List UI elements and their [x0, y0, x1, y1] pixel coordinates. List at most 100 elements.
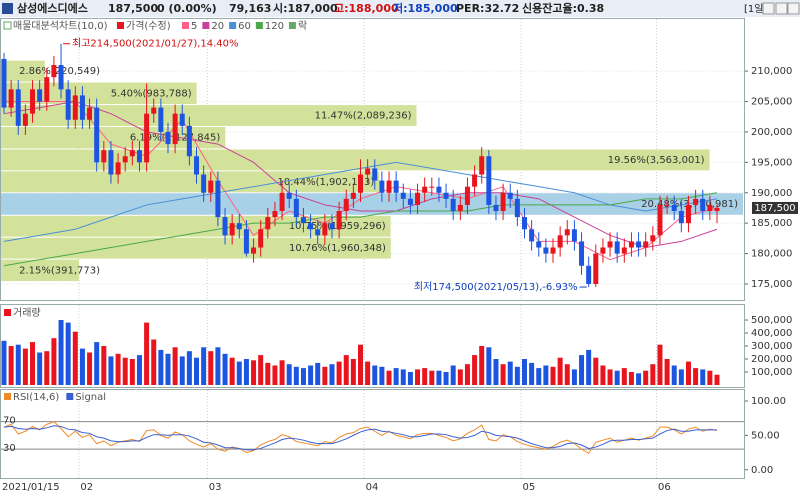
candle-body: [79, 95, 85, 120]
volume-bar: [8, 346, 14, 385]
legend-swatch: [288, 22, 296, 29]
period-label[interactable]: [1일]: [744, 3, 767, 15]
volume-bar: [643, 370, 649, 385]
candle-body: [236, 223, 242, 230]
y-tick-label: 500,000: [751, 315, 792, 326]
candle-body: [600, 247, 606, 254]
volume-bar: [593, 357, 599, 385]
candle-body: [379, 180, 385, 193]
annotation-text: 최고214,500(2021/01/27),14.40%: [72, 38, 239, 50]
candle-body: [136, 150, 142, 163]
volume-profile-bar: [1, 259, 79, 282]
candle-body: [571, 229, 577, 242]
volume-bar: [151, 339, 157, 385]
volume-bar: [543, 365, 549, 385]
legend-checkbox[interactable]: [3, 21, 12, 30]
volume-bar: [322, 366, 328, 385]
stock-volume: 79,163: [229, 2, 271, 15]
volume-bar: [579, 355, 585, 385]
candle-body: [108, 150, 114, 175]
candle-body: [621, 247, 627, 254]
volume-bar: [87, 352, 93, 385]
volume-bar: [144, 322, 150, 385]
y-tick-label: 180,000: [751, 249, 792, 260]
candle-body: [429, 186, 435, 188]
candle-body: [386, 180, 392, 193]
candle-body: [529, 229, 535, 242]
candle-body: [72, 95, 78, 120]
volume-bar: [308, 365, 314, 385]
x-tick-label: 06: [658, 482, 671, 493]
volume-bar: [550, 366, 556, 385]
volume-bar: [265, 362, 271, 385]
volume-bar: [407, 372, 413, 385]
candle-body: [65, 89, 71, 120]
x-tick-label: 2021/01/15: [2, 482, 60, 493]
reference-label: 30: [3, 443, 16, 454]
candle-body: [678, 211, 684, 224]
candle-body: [628, 241, 634, 248]
volume-bar: [336, 361, 342, 385]
header-bar: [0, 0, 800, 17]
close-button[interactable]: [787, 2, 800, 15]
candle-body: [607, 241, 613, 248]
candle-body: [44, 77, 50, 102]
volume-bar: [365, 361, 371, 385]
stock-name: 삼성에스디에스: [17, 1, 88, 15]
volume-panel-frame: [0, 304, 745, 388]
legend-swatch: [182, 22, 189, 29]
legend-indicator: RSI(14,6): [13, 392, 59, 403]
candle-body: [422, 186, 428, 193]
legend-ma: 60: [238, 21, 251, 32]
candle-body: [521, 217, 527, 230]
candle-body: [308, 223, 314, 230]
y-tick-label: 195,000: [751, 157, 792, 168]
candle-body: [550, 247, 556, 254]
annotation-text: 최저174,500(2021/05/13),-6.93%: [414, 281, 578, 293]
volume-bar: [343, 355, 349, 385]
volume-bar: [329, 364, 335, 385]
volume-bar: [201, 347, 207, 385]
volume-profile-bar: [1, 237, 391, 259]
volume-bar: [79, 348, 85, 385]
volume-bar: [436, 370, 442, 385]
volume-bar: [358, 344, 363, 385]
stock-low: 저:185,000: [393, 1, 458, 15]
stock-change: 0 (0.00%): [157, 2, 217, 15]
volume-bar: [457, 369, 463, 385]
candle-body: [457, 204, 463, 212]
candle-body: [186, 125, 192, 157]
x-tick-label: 05: [522, 482, 535, 493]
last-price-tag: [752, 201, 798, 214]
candle-body: [500, 192, 506, 212]
candle-body: [343, 198, 349, 212]
volume-bar: [158, 349, 164, 385]
volume-bar: [136, 355, 142, 385]
volume-bar: [194, 357, 200, 385]
maximize-button[interactable]: [775, 2, 788, 15]
candle-body: [30, 89, 36, 114]
volume-bar: [671, 365, 677, 385]
volume-bar: [251, 360, 257, 385]
candle-body: [158, 107, 164, 132]
stock-open: 시:187,000: [273, 2, 338, 15]
volume-bar: [486, 347, 492, 385]
volume-bar: [621, 368, 627, 385]
minimize-button[interactable]: [762, 2, 775, 15]
reference-label: 70: [3, 416, 16, 427]
candle-body: [415, 192, 421, 205]
x-tick-label: 04: [366, 482, 379, 493]
volume-profile-bar: [1, 193, 743, 215]
candle-body: [579, 241, 585, 266]
candle-body: [671, 204, 677, 212]
volume-bar: [165, 353, 171, 385]
volume-bar: [172, 347, 178, 385]
header-icon[interactable]: [2, 3, 13, 14]
candle-body: [650, 235, 656, 242]
volume-bar: [22, 348, 28, 385]
candle-body: [436, 186, 442, 193]
candle-body: [251, 247, 257, 254]
volume-bar: [628, 372, 634, 385]
